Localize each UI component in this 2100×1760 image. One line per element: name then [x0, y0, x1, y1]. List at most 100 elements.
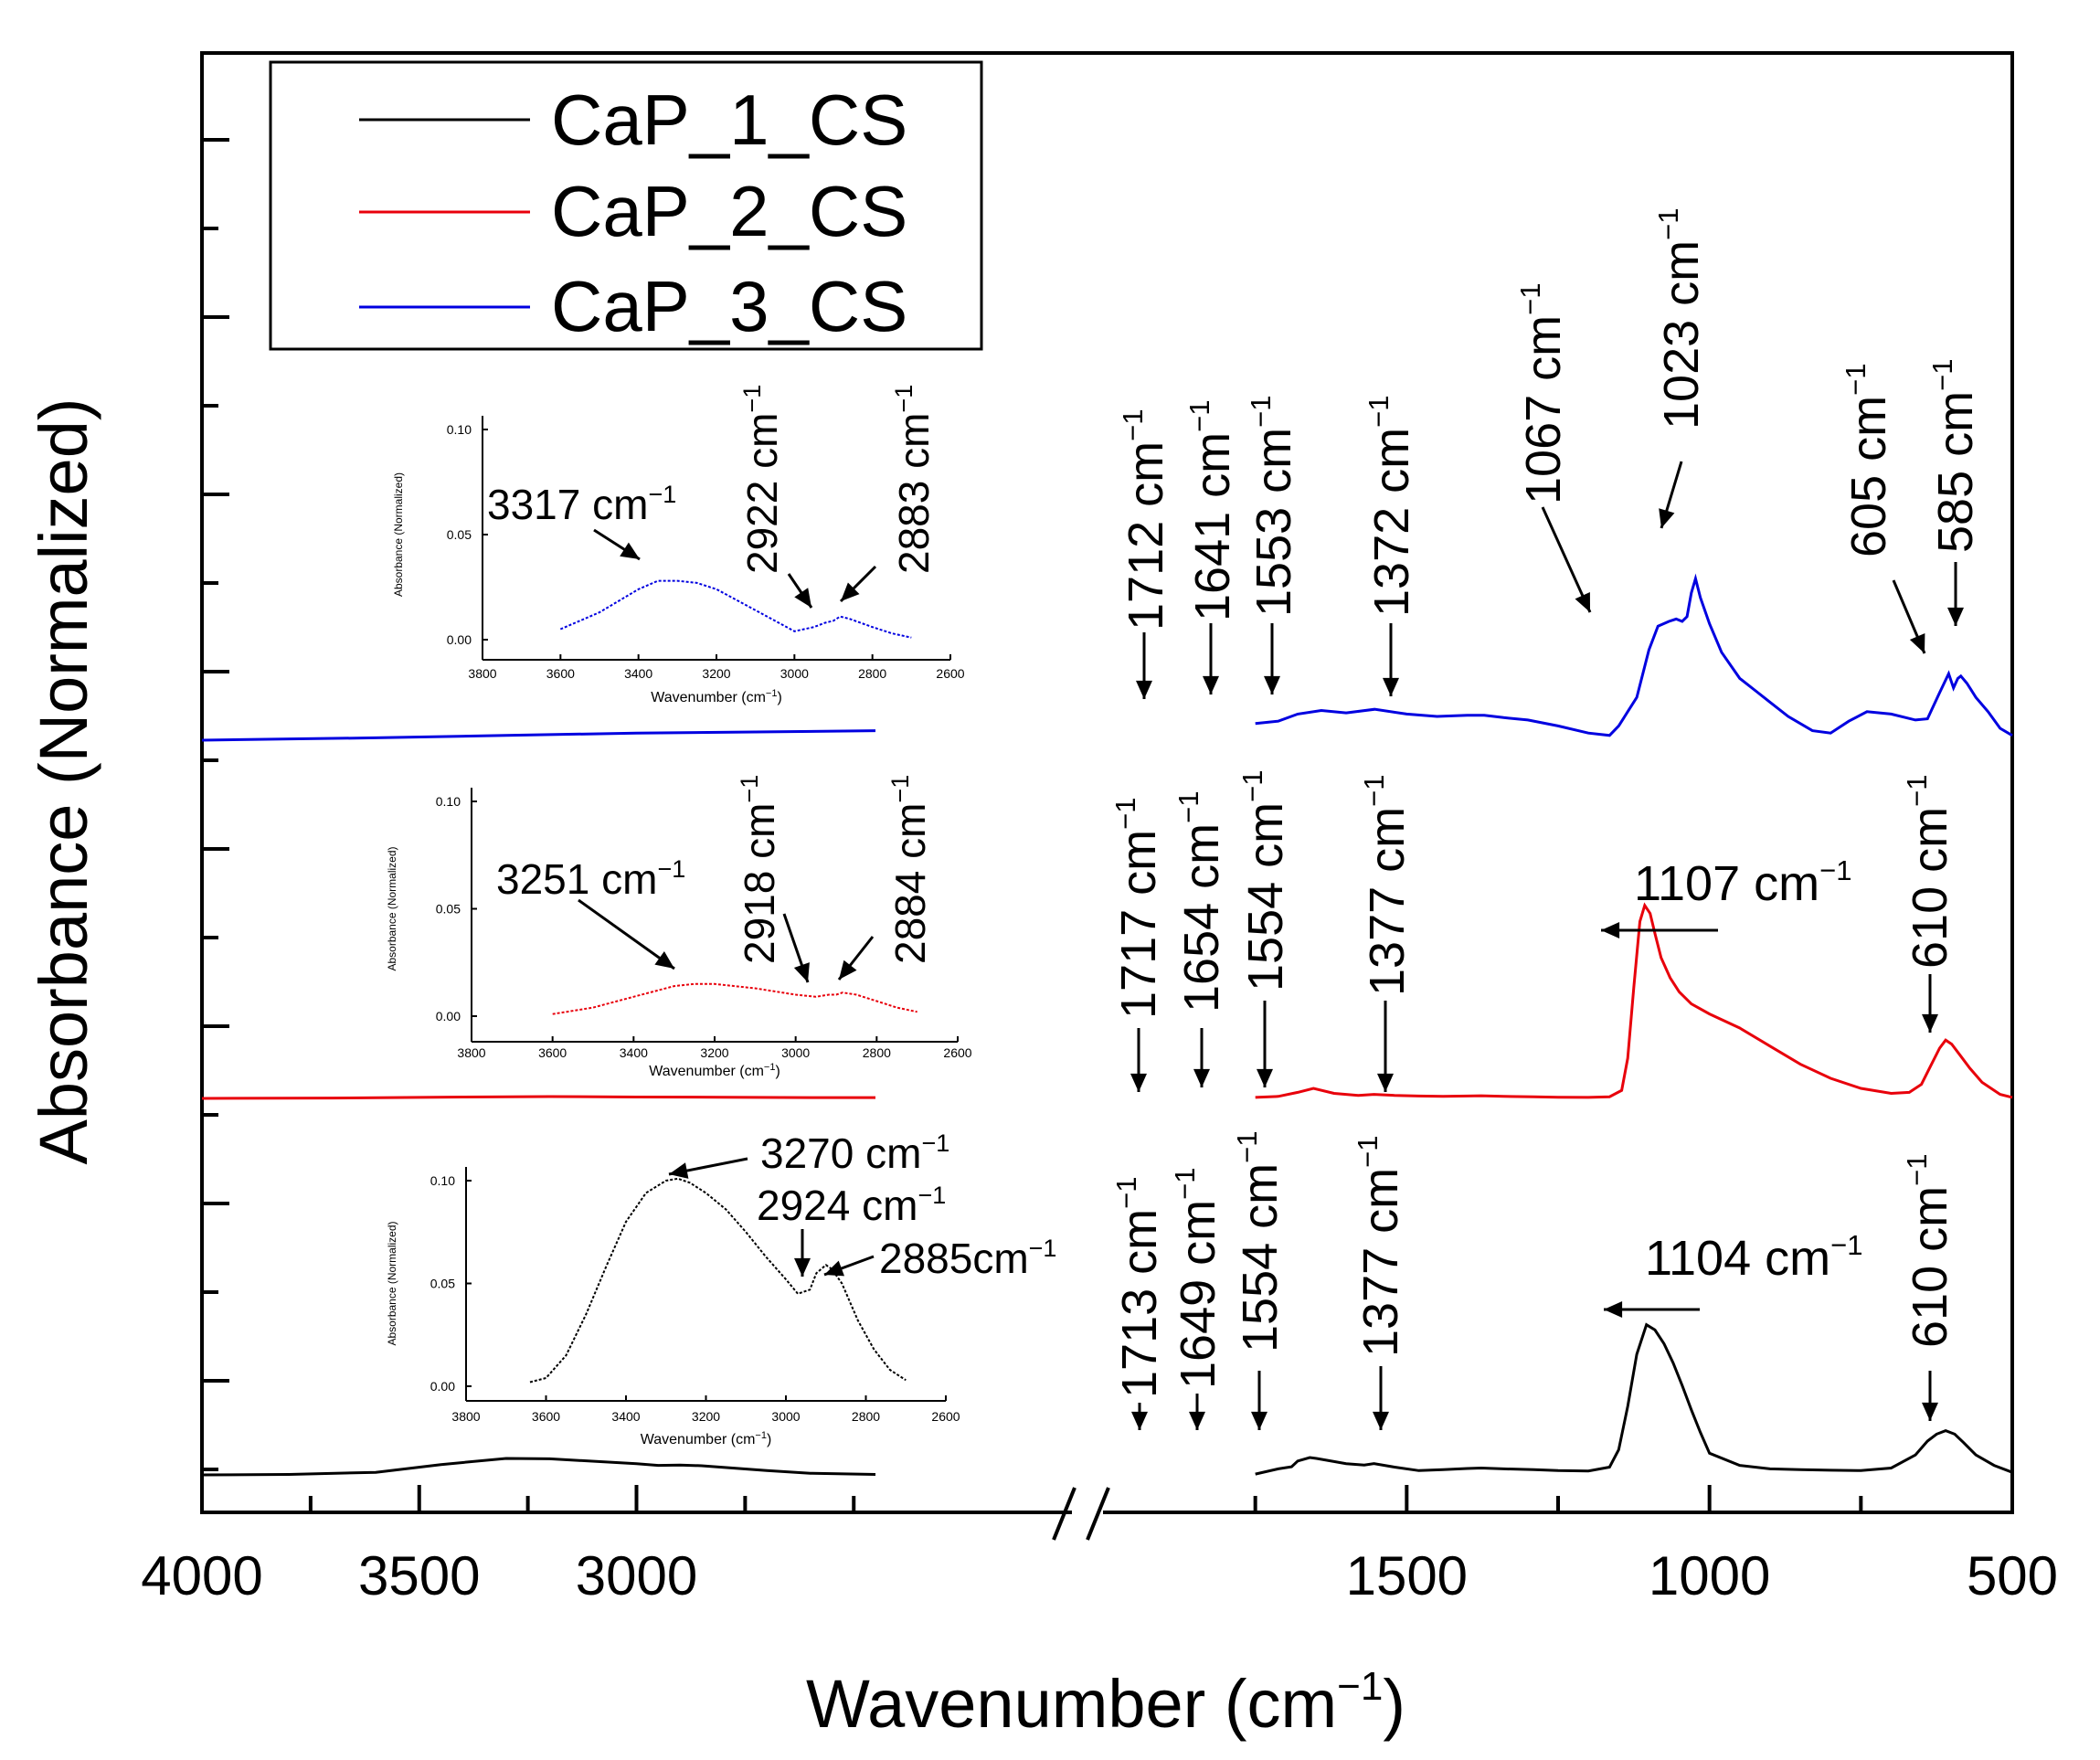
x-tick-label: 1000 [1649, 1545, 1770, 1606]
inset-x-label: Wavenumber (cm−1) [649, 1062, 780, 1079]
peak-arrowhead [1377, 1073, 1394, 1092]
peak-label-text: 2922 cm [738, 413, 786, 574]
peak-label: 1554 cm−1 [1236, 770, 1293, 991]
peak-arrowhead [1373, 1411, 1389, 1430]
peak-arrowhead [1947, 607, 1964, 626]
peak-arrowhead [1251, 1411, 1267, 1430]
peak-label-text: 1553 cm [1246, 428, 1301, 617]
series-line-cap-3-cs-low [1255, 573, 2013, 737]
inset-x-tick-label: 3400 [620, 1045, 648, 1060]
inset-cap-2-cs: 3800 3600 3400 3200 3000 2800 2600 0.00 0.05 0.10… [386, 788, 972, 1079]
peak-label-sup: −1 [1926, 359, 1958, 391]
legend-label-cap2: CaP_2_CS [551, 171, 907, 251]
peak-arrow [578, 898, 675, 970]
legend-label-cap3: CaP_3_CS [551, 266, 907, 346]
inset-x-label-text: Wavenumber (cm [641, 1432, 756, 1447]
series-line-cap-1-cs-high [201, 1457, 876, 1477]
peak-label-sup: −1 [1169, 1168, 1201, 1200]
peak-label-text: 1377 cm [1360, 807, 1415, 996]
peak-label-sup: −1 [1830, 1229, 1862, 1261]
x-tick-label: 500 [1967, 1545, 2058, 1606]
peak-label-sup: −1 [1172, 791, 1204, 823]
peak-arrowhead [1264, 675, 1280, 694]
inset-x-tick-label: 3600 [546, 666, 575, 681]
inset-x-tick-label: 3800 [451, 1409, 480, 1424]
peak-label-text: 2883 cm [890, 413, 938, 574]
peak-arrowhead [1257, 1068, 1273, 1087]
peak-label-sup: −1 [1652, 208, 1684, 240]
inset-x-tick-label: 3000 [781, 1045, 810, 1060]
peak-arrowhead [794, 588, 811, 608]
peak-label: 1377 cm−1 [1352, 1136, 1408, 1357]
peak-arrowhead [824, 1260, 844, 1277]
peak-label-text: 3270 cm [760, 1129, 921, 1177]
inset-x-label-sup: −1 [766, 688, 778, 699]
peak-label-text: 2884 cm [886, 803, 934, 964]
peak-label: 1372 cm−1 [1363, 396, 1419, 617]
peak-label-text: 1713 cm [1112, 1209, 1167, 1398]
peak-label-sup: −1 [657, 855, 685, 883]
peak-label-sup: −1 [1901, 775, 1933, 807]
inset-y-tick-label: 0.05 [436, 902, 461, 917]
peak-arrowhead [1922, 1402, 1938, 1421]
legend-label-cap1: CaP_1_CS [551, 80, 907, 160]
inset-y-tick-label: 0.00 [430, 1379, 455, 1394]
peak-label-sup: −1 [1110, 1177, 1142, 1209]
x-axis-label-sup: −1 [1337, 1664, 1383, 1709]
peak-arrowhead [1136, 680, 1152, 699]
peak-label: 3251 cm−1 [496, 855, 685, 903]
plot-frame [200, 51, 2014, 1514]
peak-label-sup: −1 [1245, 396, 1277, 428]
inset-x-tick-label: 3600 [532, 1409, 560, 1424]
peak-arrowhead [1203, 675, 1219, 694]
axis-break-mark [1086, 1487, 1110, 1541]
peak-label-sup: −1 [1236, 770, 1268, 802]
inset-y-tick-label: 0.10 [447, 422, 472, 437]
series-line-cap-2-cs-high [201, 1095, 875, 1100]
peak-label: 1717 cm−1 [1109, 798, 1166, 1019]
peak-label: 1713 cm−1 [1110, 1177, 1167, 1398]
peak-label-text: 2924 cm [757, 1182, 917, 1229]
peak-arrowhead [1193, 1068, 1210, 1087]
peak-label: 3270 cm−1 [760, 1129, 949, 1177]
peak-arrowhead [1189, 1411, 1205, 1430]
series-line-cap-2-cs-low [1255, 902, 2013, 1099]
peak-arrowhead [1909, 633, 1925, 653]
peak-label-sup: −1 [1029, 1235, 1057, 1262]
peak-label: 2918 cm−1 [736, 775, 783, 964]
peak-arrowhead [1601, 922, 1620, 938]
axis-break-mark [1052, 1487, 1077, 1541]
peak-label-text: 585 cm [1928, 391, 1983, 553]
peak-label-sup: −1 [1840, 364, 1872, 396]
peak-label-text: 1107 cm [1634, 856, 1819, 911]
inset-x-label-close: ) [777, 690, 781, 705]
inset-y-tick-label: 0.10 [430, 1173, 455, 1188]
peak-arrowhead [669, 1162, 689, 1179]
peak-label-sup: −1 [1352, 1136, 1384, 1168]
peak-label-text: 1104 cm [1645, 1231, 1830, 1286]
x-tick-label: 3500 [358, 1545, 480, 1606]
peak-label-sup: −1 [1183, 400, 1215, 432]
inset-x-tick-label: 3800 [457, 1045, 485, 1060]
inset-x-tick-label: 3600 [538, 1045, 567, 1060]
peak-label-sup: −1 [921, 1129, 949, 1157]
inset-x-tick-label: 2600 [943, 1045, 971, 1060]
peak-label-text: 3251 cm [496, 855, 657, 903]
x-tick-label: 3000 [576, 1545, 697, 1606]
peak-label-sup: −1 [1514, 283, 1546, 315]
inset-x-tick-label: 2600 [936, 666, 964, 681]
peak-label: 2883 cm−1 [890, 385, 938, 574]
inset-x-tick-label: 3000 [771, 1409, 800, 1424]
x-axis-label: Wavenumber (cm−1) [806, 1664, 1405, 1742]
peak-label-sup: −1 [1117, 409, 1149, 441]
peak-label-sup: −1 [738, 385, 766, 413]
peak-arrowhead [1130, 1073, 1147, 1092]
peak-arrowhead [654, 951, 674, 969]
peak-label-text: 1712 cm [1119, 441, 1173, 631]
peak-label-text: 610 cm [1903, 1186, 1957, 1348]
inset-y-label: Absorbance (Normalized) [392, 472, 405, 597]
peak-label-sup: −1 [648, 481, 676, 508]
peak-label: 1712 cm−1 [1117, 409, 1173, 631]
peak-label-sup: −1 [1819, 854, 1851, 886]
